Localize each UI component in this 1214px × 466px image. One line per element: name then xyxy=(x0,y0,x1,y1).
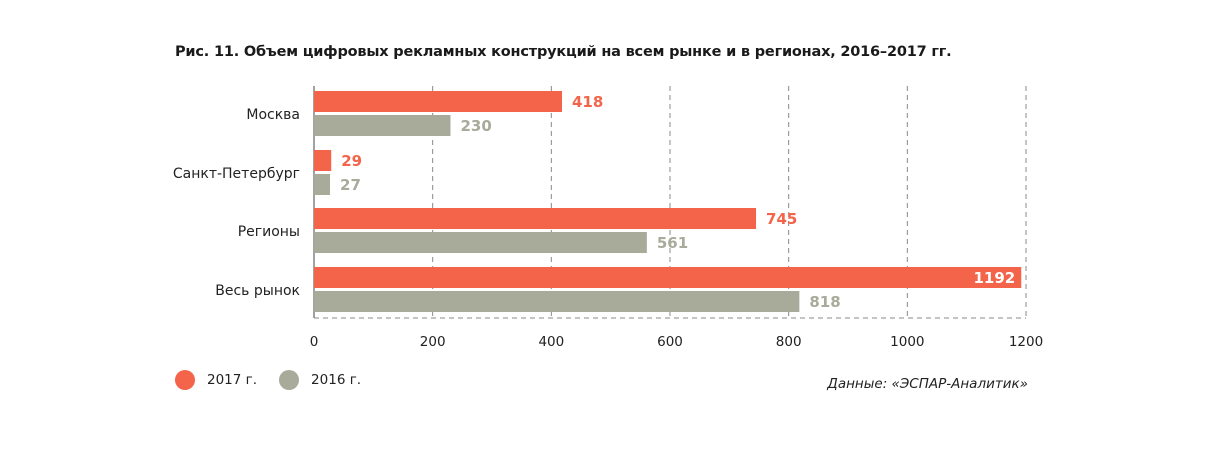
chart-title: Рис. 11. Объем цифровых рекламных констр… xyxy=(175,44,952,60)
x-tick-label-600: 600 xyxy=(657,334,683,350)
data-label-2016: 230 xyxy=(460,117,491,135)
category-label: Регионы xyxy=(238,224,300,240)
category-label: Весь рынок xyxy=(215,283,300,299)
x-tick-label-400: 400 xyxy=(538,334,564,350)
category-label: Москва xyxy=(246,107,300,123)
legend-swatch-2017 xyxy=(175,370,195,390)
data-label-2017: 1192 xyxy=(974,269,1016,287)
data-label-2016: 561 xyxy=(657,234,688,252)
data-label-2017: 745 xyxy=(766,210,797,228)
legend-swatch-2016 xyxy=(279,370,300,390)
data-label-2017: 29 xyxy=(341,152,362,170)
legend-item-2017: 2017 г. xyxy=(175,370,257,390)
bar-2017 xyxy=(314,91,563,112)
data-label-2017: 418 xyxy=(572,93,603,111)
bar-2017 xyxy=(314,267,1022,288)
legend-label-2016: 2016 г. xyxy=(311,372,362,388)
bar-2016 xyxy=(314,174,331,195)
legend-label-2017: 2017 г. xyxy=(207,372,258,388)
source-note: Данные: «ЭСПАР-Аналитик» xyxy=(827,376,1028,392)
x-tick-label-0: 0 xyxy=(310,334,319,350)
bar-2017 xyxy=(314,150,332,171)
data-label-2016: 27 xyxy=(340,176,361,194)
x-tick-label-800: 800 xyxy=(776,334,802,350)
category-label: Санкт-Петербург xyxy=(173,166,300,182)
bar-2016 xyxy=(314,291,800,312)
data-label-2016: 818 xyxy=(809,293,840,311)
bar-2016 xyxy=(314,232,647,253)
x-tick-label-200: 200 xyxy=(420,334,446,350)
legend-item-2016: 2016 г. xyxy=(279,370,361,390)
x-tick-label-1000: 1000 xyxy=(890,334,924,350)
bar-2016 xyxy=(314,115,451,136)
bar-2017 xyxy=(314,208,757,229)
x-tick-label-1200: 1200 xyxy=(1009,334,1043,350)
legend: 2017 г. 2016 г. xyxy=(175,370,383,390)
